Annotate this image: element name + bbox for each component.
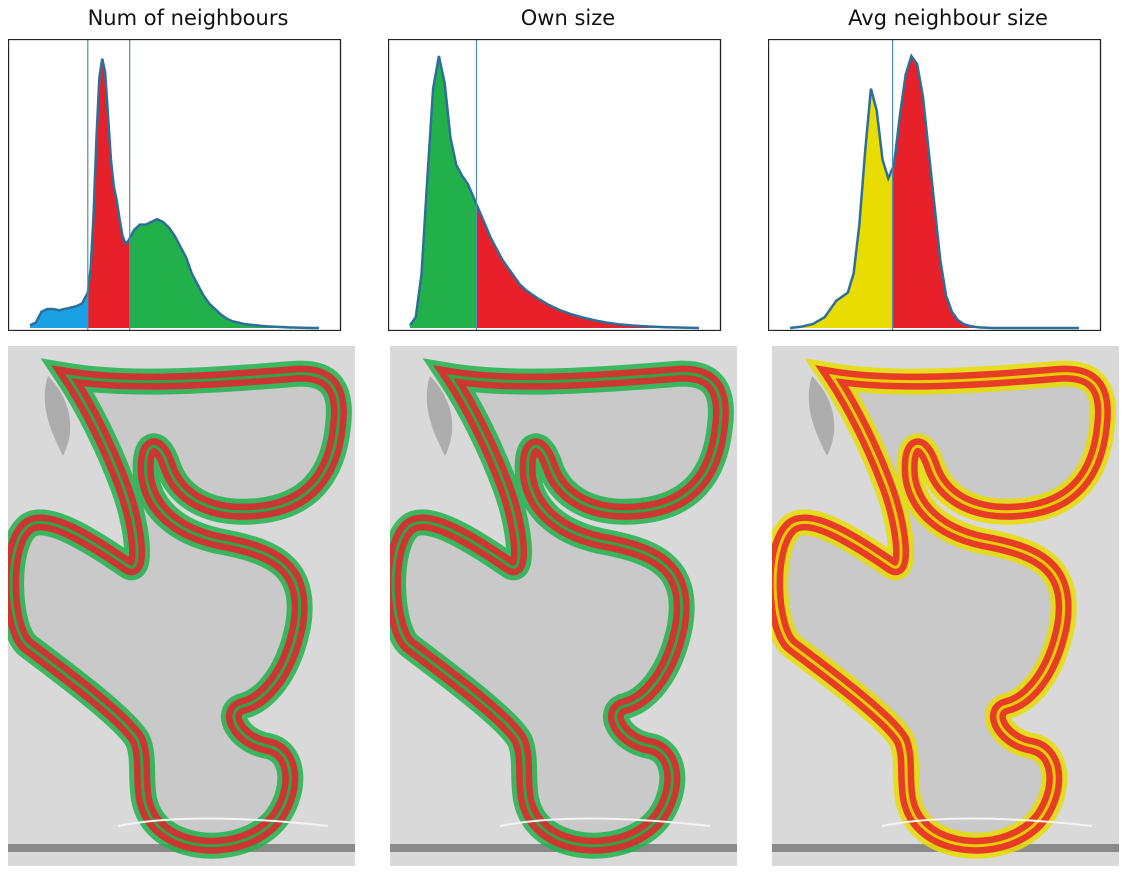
- tissue-fragment: [808, 376, 835, 456]
- density-curve: [29, 58, 319, 330]
- region-fill-0: [410, 56, 477, 328]
- plot-frame: [768, 39, 1102, 331]
- region-fill-2: [129, 219, 319, 328]
- plot-frame: [388, 39, 722, 331]
- tissue-edge-curve: [499, 817, 711, 827]
- chart-title: Own size: [520, 6, 616, 30]
- histogram-own-size: [388, 39, 722, 331]
- tissue-image-avg-neighbour-size: [772, 346, 1119, 866]
- panel-own-size: Own size: [380, 0, 756, 880]
- chart-title: Avg neighbour size: [848, 6, 1048, 30]
- region-fill-1: [87, 59, 130, 329]
- density-curve: [789, 53, 1079, 330]
- panel-num-neighbours: Num of neighbours: [0, 0, 376, 880]
- tissue-mid-line: [9, 372, 341, 848]
- tissue-mid-line: [773, 372, 1105, 848]
- tissue-image-num-neighbours: [8, 346, 355, 866]
- histogram-avg-neighbour-size: [768, 39, 1102, 331]
- plot-frame: [8, 39, 342, 331]
- tissue-image-own-size: [390, 346, 737, 866]
- tissue-edge-curve: [117, 817, 329, 827]
- tissue-fragment: [44, 376, 71, 456]
- region-fill-1: [476, 204, 699, 328]
- region-fill-0: [790, 90, 893, 328]
- region-fill-1: [892, 56, 1079, 328]
- tissue-mid-line: [391, 372, 723, 848]
- density-curve: [408, 55, 700, 330]
- tissue-edge-curve: [881, 817, 1093, 827]
- panel-avg-neighbour-size: Avg neighbour size: [760, 0, 1127, 880]
- chart-title: Num of neighbours: [87, 6, 289, 30]
- tissue-fragment: [426, 376, 453, 456]
- histogram-num-neighbours: [8, 39, 342, 331]
